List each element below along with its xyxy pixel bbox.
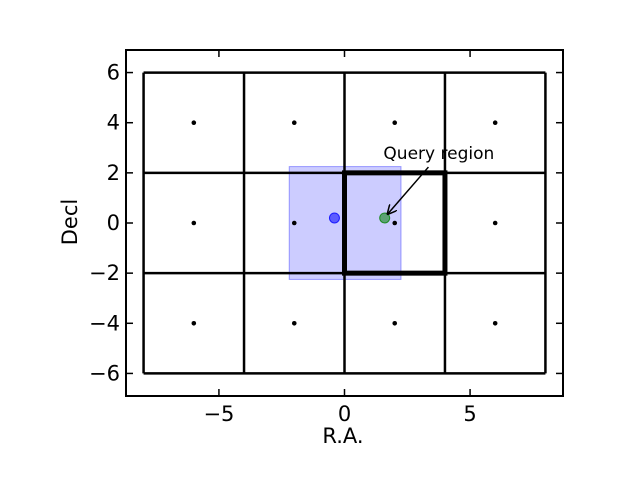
data-point-1 bbox=[379, 212, 391, 224]
y-tick-label: 2 bbox=[107, 161, 120, 185]
highlighted-cell bbox=[342, 170, 448, 276]
y-tick-label: 6 bbox=[107, 61, 120, 85]
cell-center-dot-4 bbox=[191, 220, 197, 226]
cell-center-dot-9 bbox=[291, 320, 297, 326]
x-tick-label: 0 bbox=[338, 402, 351, 426]
cell-center-dot-5 bbox=[291, 220, 297, 226]
x-axis-label: R.A. bbox=[322, 424, 363, 448]
annotation-arrow bbox=[388, 166, 429, 214]
cell-center-dot-8 bbox=[191, 320, 197, 326]
data-point-0 bbox=[328, 212, 340, 224]
x-tick-label: −5 bbox=[203, 402, 234, 426]
y-tick-label: 4 bbox=[107, 111, 120, 135]
cell-center-dot-7 bbox=[492, 220, 498, 226]
cell-center-dot-2 bbox=[392, 120, 398, 126]
cell-center-dot-1 bbox=[291, 120, 297, 126]
x-tick-label: 5 bbox=[463, 402, 476, 426]
y-tick-label: 0 bbox=[107, 211, 120, 235]
cell-center-dot-6 bbox=[392, 220, 398, 226]
y-tick-label: −6 bbox=[89, 361, 120, 385]
cell-center-dot-10 bbox=[392, 320, 398, 326]
cell-center-dot-0 bbox=[191, 120, 197, 126]
y-tick-label: −2 bbox=[89, 261, 120, 285]
y-axis-label: Decl bbox=[58, 199, 82, 245]
annotation-text: Query region bbox=[383, 144, 494, 164]
plot-area: Query region −5 0 5 −6 −4 −2 0 2 4 6 bbox=[89, 49, 564, 426]
cell-center-dot-11 bbox=[492, 320, 498, 326]
y-tick-label: −4 bbox=[89, 311, 120, 335]
cell-center-dot-3 bbox=[492, 120, 498, 126]
